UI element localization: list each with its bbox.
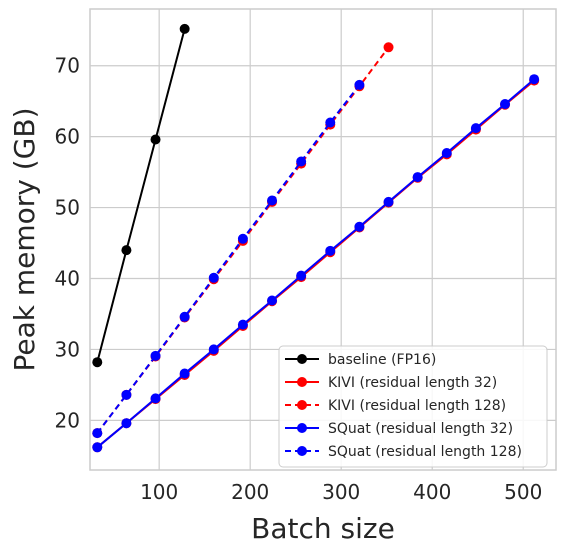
- legend-label: baseline (FP16): [328, 352, 436, 368]
- series-layer: [92, 23, 540, 453]
- data-point: [354, 221, 365, 232]
- data-point: [412, 172, 423, 183]
- series-line: [96, 78, 535, 449]
- legend-marker: [297, 446, 307, 456]
- data-point: [150, 393, 161, 404]
- y-tick-label: 40: [55, 267, 80, 291]
- x-axis: 100 200 300 400 500: [140, 480, 542, 504]
- x-tick-label: 400: [413, 480, 451, 504]
- data-point: [470, 123, 481, 134]
- data-point: [383, 196, 394, 207]
- legend-marker: [297, 377, 307, 387]
- legend-item: SQuat (residual length 32): [285, 421, 513, 437]
- legend-item: baseline (FP16): [285, 352, 436, 368]
- legend-label: KIVI (residual length 32): [328, 375, 497, 391]
- data-point: [529, 74, 540, 85]
- legend-label: SQuat (residual length 32): [328, 421, 513, 437]
- legend-marker: [297, 400, 307, 410]
- legend-item: SQuat (residual length 128): [285, 444, 522, 460]
- data-point: [296, 270, 307, 281]
- data-point: [179, 23, 190, 34]
- data-point: [121, 418, 132, 429]
- y-tick-label: 20: [55, 408, 80, 432]
- data-point: [441, 147, 452, 158]
- data-point: [92, 428, 103, 439]
- data-point: [267, 195, 278, 206]
- data-point: [325, 245, 336, 256]
- data-point: [500, 99, 511, 110]
- x-tick-label: 300: [322, 480, 360, 504]
- legend-box: [278, 345, 548, 468]
- x-tick-label: 500: [504, 480, 542, 504]
- y-axis: 20 30 40 50 60 70: [55, 54, 80, 433]
- y-tick-label: 30: [55, 337, 80, 361]
- y-tick-label: 50: [55, 196, 80, 220]
- data-point: [296, 156, 307, 167]
- data-point: [267, 295, 278, 306]
- data-point: [179, 311, 190, 322]
- data-point: [150, 350, 161, 361]
- data-point: [179, 368, 190, 379]
- legend-marker: [297, 354, 307, 364]
- data-point: [208, 344, 219, 355]
- data-point: [208, 272, 219, 283]
- data-point: [121, 245, 132, 256]
- y-axis-title: Peak memory (GB): [8, 107, 41, 371]
- data-point: [150, 134, 161, 145]
- data-point: [92, 442, 103, 453]
- x-axis-title: Batch size: [251, 512, 395, 545]
- data-point: [121, 389, 132, 400]
- series-4: [92, 74, 540, 453]
- data-point: [383, 42, 394, 53]
- legend-item: KIVI (residual length 128): [285, 398, 506, 414]
- legend-item: KIVI (residual length 32): [285, 375, 497, 391]
- legend-marker: [297, 423, 307, 433]
- plot-frame: [89, 8, 557, 471]
- legend: baseline (FP16) KIVI (residual length 32)…: [278, 345, 548, 468]
- series-1: [92, 23, 190, 368]
- data-point: [354, 79, 365, 90]
- data-point: [237, 233, 248, 244]
- x-tick-label: 100: [140, 480, 178, 504]
- y-tick-label: 70: [55, 54, 80, 78]
- legend-label: SQuat (residual length 128): [328, 444, 522, 460]
- data-point: [325, 117, 336, 128]
- legend-label: KIVI (residual length 128): [328, 398, 506, 414]
- data-point: [237, 319, 248, 330]
- y-tick-label: 60: [55, 125, 80, 149]
- series-5: [92, 79, 365, 439]
- series-line: [96, 28, 186, 363]
- data-point: [92, 357, 103, 368]
- x-tick-label: 200: [231, 480, 269, 504]
- series-line: [96, 84, 361, 434]
